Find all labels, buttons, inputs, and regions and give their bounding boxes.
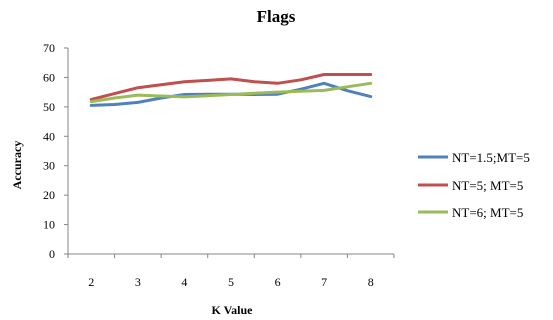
x-tick-label: 8 (368, 275, 374, 289)
chart-title: Flags (257, 7, 296, 26)
y-tick-label: 0 (49, 247, 55, 261)
y-axis-label: Accuracy (10, 141, 24, 190)
x-tick-label: 4 (181, 275, 187, 289)
x-axis-label: K Value (211, 303, 253, 317)
y-tick-label: 40 (43, 129, 55, 143)
y-tick-label: 50 (43, 100, 55, 114)
y-tick-label: 20 (43, 188, 55, 202)
x-tick-label: 7 (321, 275, 327, 289)
x-tick-label: 5 (228, 275, 234, 289)
legend-label-1: NT=1.5;MT=5 (452, 150, 530, 165)
series-line-2 (89, 73, 373, 101)
axes (67, 48, 394, 255)
legend-label-3: NT=6; MT=5 (452, 205, 523, 220)
y-tick-label: 60 (43, 70, 55, 84)
x-ticks: 2 3 4 5 6 7 8 (67, 254, 395, 289)
y-tick-label: 70 (43, 41, 55, 55)
y-ticks: 0 10 20 30 40 50 60 70 (43, 41, 68, 261)
x-tick-label: 6 (275, 275, 281, 289)
legend: NT=1.5;MT=5 NT=5; MT=5 NT=6; MT=5 (418, 150, 530, 220)
x-tick-label: 3 (135, 275, 141, 289)
series-lines (89, 73, 373, 107)
y-tick-label: 10 (43, 218, 55, 232)
legend-label-2: NT=5; MT=5 (452, 178, 523, 193)
x-tick-label: 2 (88, 275, 94, 289)
series-line-3 (89, 81, 373, 104)
y-tick-label: 30 (43, 159, 55, 173)
